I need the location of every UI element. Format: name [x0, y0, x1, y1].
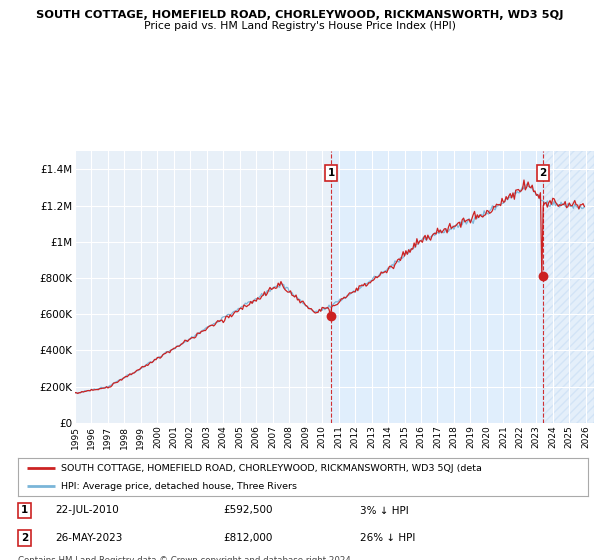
Text: 26-MAY-2023: 26-MAY-2023 — [55, 533, 122, 543]
Point — [538, 271, 548, 280]
Text: 3% ↓ HPI: 3% ↓ HPI — [360, 506, 409, 515]
Bar — [331, 151, 543, 423]
Text: 2: 2 — [21, 533, 28, 543]
Point — [326, 311, 336, 320]
Text: SOUTH COTTAGE, HOMEFIELD ROAD, CHORLEYWOOD, RICKMANSWORTH, WD3 5QJ (deta: SOUTH COTTAGE, HOMEFIELD ROAD, CHORLEYWO… — [61, 464, 482, 473]
Text: 2: 2 — [539, 168, 547, 178]
Text: £812,000: £812,000 — [223, 533, 272, 543]
Text: 22-JUL-2010: 22-JUL-2010 — [55, 506, 119, 515]
Text: 1: 1 — [21, 506, 28, 515]
Text: SOUTH COTTAGE, HOMEFIELD ROAD, CHORLEYWOOD, RICKMANSWORTH, WD3 5QJ: SOUTH COTTAGE, HOMEFIELD ROAD, CHORLEYWO… — [36, 10, 564, 20]
Text: 1: 1 — [328, 168, 335, 178]
Text: HPI: Average price, detached house, Three Rivers: HPI: Average price, detached house, Thre… — [61, 482, 297, 491]
Text: 26% ↓ HPI: 26% ↓ HPI — [360, 533, 415, 543]
Text: Price paid vs. HM Land Registry's House Price Index (HPI): Price paid vs. HM Land Registry's House … — [144, 21, 456, 31]
Text: £592,500: £592,500 — [223, 506, 272, 515]
Bar — [543, 151, 594, 423]
Text: Contains HM Land Registry data © Crown copyright and database right 2024.: Contains HM Land Registry data © Crown c… — [18, 556, 353, 560]
